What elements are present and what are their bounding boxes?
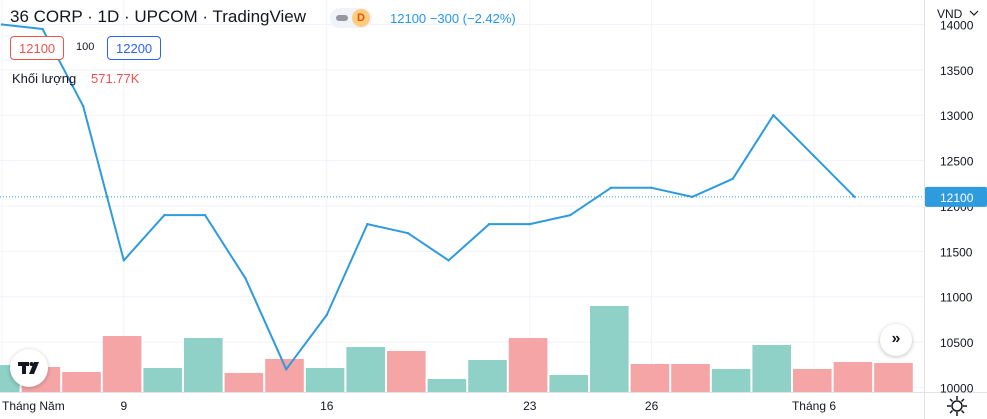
price-point — [244, 277, 247, 280]
y-tick-label: 10000 — [940, 381, 974, 395]
price-point — [528, 222, 531, 226]
tradingview-logo[interactable] — [10, 349, 48, 387]
price-point — [569, 213, 572, 217]
volume-bar — [752, 345, 791, 392]
volume-bar — [346, 347, 385, 392]
status-dot-icon — [336, 15, 348, 21]
y-tick-label: 11500 — [940, 245, 973, 259]
price-line-layer — [0, 23, 856, 371]
volume-bar — [874, 363, 913, 392]
volume-bar — [102, 336, 142, 392]
double-chevron-right-icon: » — [891, 330, 901, 347]
spread-value: 100 — [76, 41, 95, 53]
interval-badge: D — [352, 9, 370, 27]
volume-bar — [833, 362, 873, 392]
currency-label: VND — [937, 7, 963, 21]
y-tick-label: 14000 — [940, 19, 974, 33]
volume-label: Khối lượng — [12, 71, 77, 86]
price-point — [772, 114, 775, 117]
price-point — [163, 213, 166, 217]
chevron-down-icon — [969, 10, 979, 16]
price-point — [812, 154, 816, 158]
chart-title: 36 CORP · 1D · UPCOM · TradingView — [10, 7, 307, 26]
price-point — [285, 368, 288, 371]
volume-bar — [143, 368, 182, 392]
y-tick-label: 13500 — [940, 64, 974, 78]
y-tick-label: 11000 — [940, 291, 973, 305]
last-price-change: 12100 −300 (−2.42%) — [390, 11, 516, 26]
last-price-tag — [925, 186, 987, 207]
price-point — [731, 177, 734, 180]
last-price-layer: 12100 — [0, 186, 987, 207]
volume-bar — [711, 369, 751, 392]
volume-bar — [671, 364, 710, 392]
volume-bar — [184, 338, 223, 392]
price-point — [609, 186, 613, 190]
buy-button[interactable]: 12200 — [107, 36, 162, 60]
price-point — [650, 186, 653, 190]
x-tick-label: Tháng Năm — [2, 399, 65, 413]
x-tick-label: 16 — [320, 399, 334, 413]
x-tick-label: Tháng 6 — [792, 399, 836, 413]
price-point — [853, 195, 856, 199]
volume-bar — [508, 338, 548, 392]
volume-bar — [224, 373, 264, 392]
gear-icon[interactable] — [946, 395, 968, 417]
volume-bar — [62, 372, 101, 392]
y-tick-label: 13000 — [940, 109, 974, 123]
price-point — [0, 23, 4, 26]
price-point — [691, 195, 694, 199]
price-point — [406, 232, 410, 235]
volume-bar — [793, 369, 832, 392]
x-tick-label: 23 — [523, 399, 537, 413]
market-status-badge[interactable]: D — [330, 8, 372, 28]
sell-button[interactable]: 12100 — [10, 36, 65, 60]
volume-bar — [305, 368, 345, 392]
chart-grid — [0, 0, 924, 392]
volume-bars — [0, 306, 913, 392]
price-line — [1, 23, 856, 371]
price-point — [41, 27, 44, 31]
volume-value: 571.77K — [91, 71, 140, 86]
price-point — [82, 104, 85, 108]
price-point — [325, 313, 328, 317]
x-tick-label: 9 — [120, 399, 127, 413]
volume-bar — [387, 351, 426, 392]
tradingview-logo-icon — [18, 362, 39, 374]
price-point — [203, 213, 207, 217]
price-point — [366, 222, 369, 226]
volume-bar — [468, 360, 507, 392]
scroll-to-realtime-button[interactable]: » — [880, 324, 912, 356]
last-price-tag-label: 12100 — [940, 191, 974, 205]
volume-bar — [590, 306, 629, 392]
volume-bar — [630, 364, 670, 392]
price-point — [122, 259, 126, 262]
volume-bar — [549, 375, 588, 392]
x-tick-label: 26 — [645, 399, 659, 413]
price-point — [488, 222, 491, 226]
price-point — [447, 259, 450, 262]
y-tick-label: 12500 — [940, 155, 974, 169]
y-tick-label: 10500 — [940, 336, 974, 350]
volume-bar — [427, 379, 467, 392]
